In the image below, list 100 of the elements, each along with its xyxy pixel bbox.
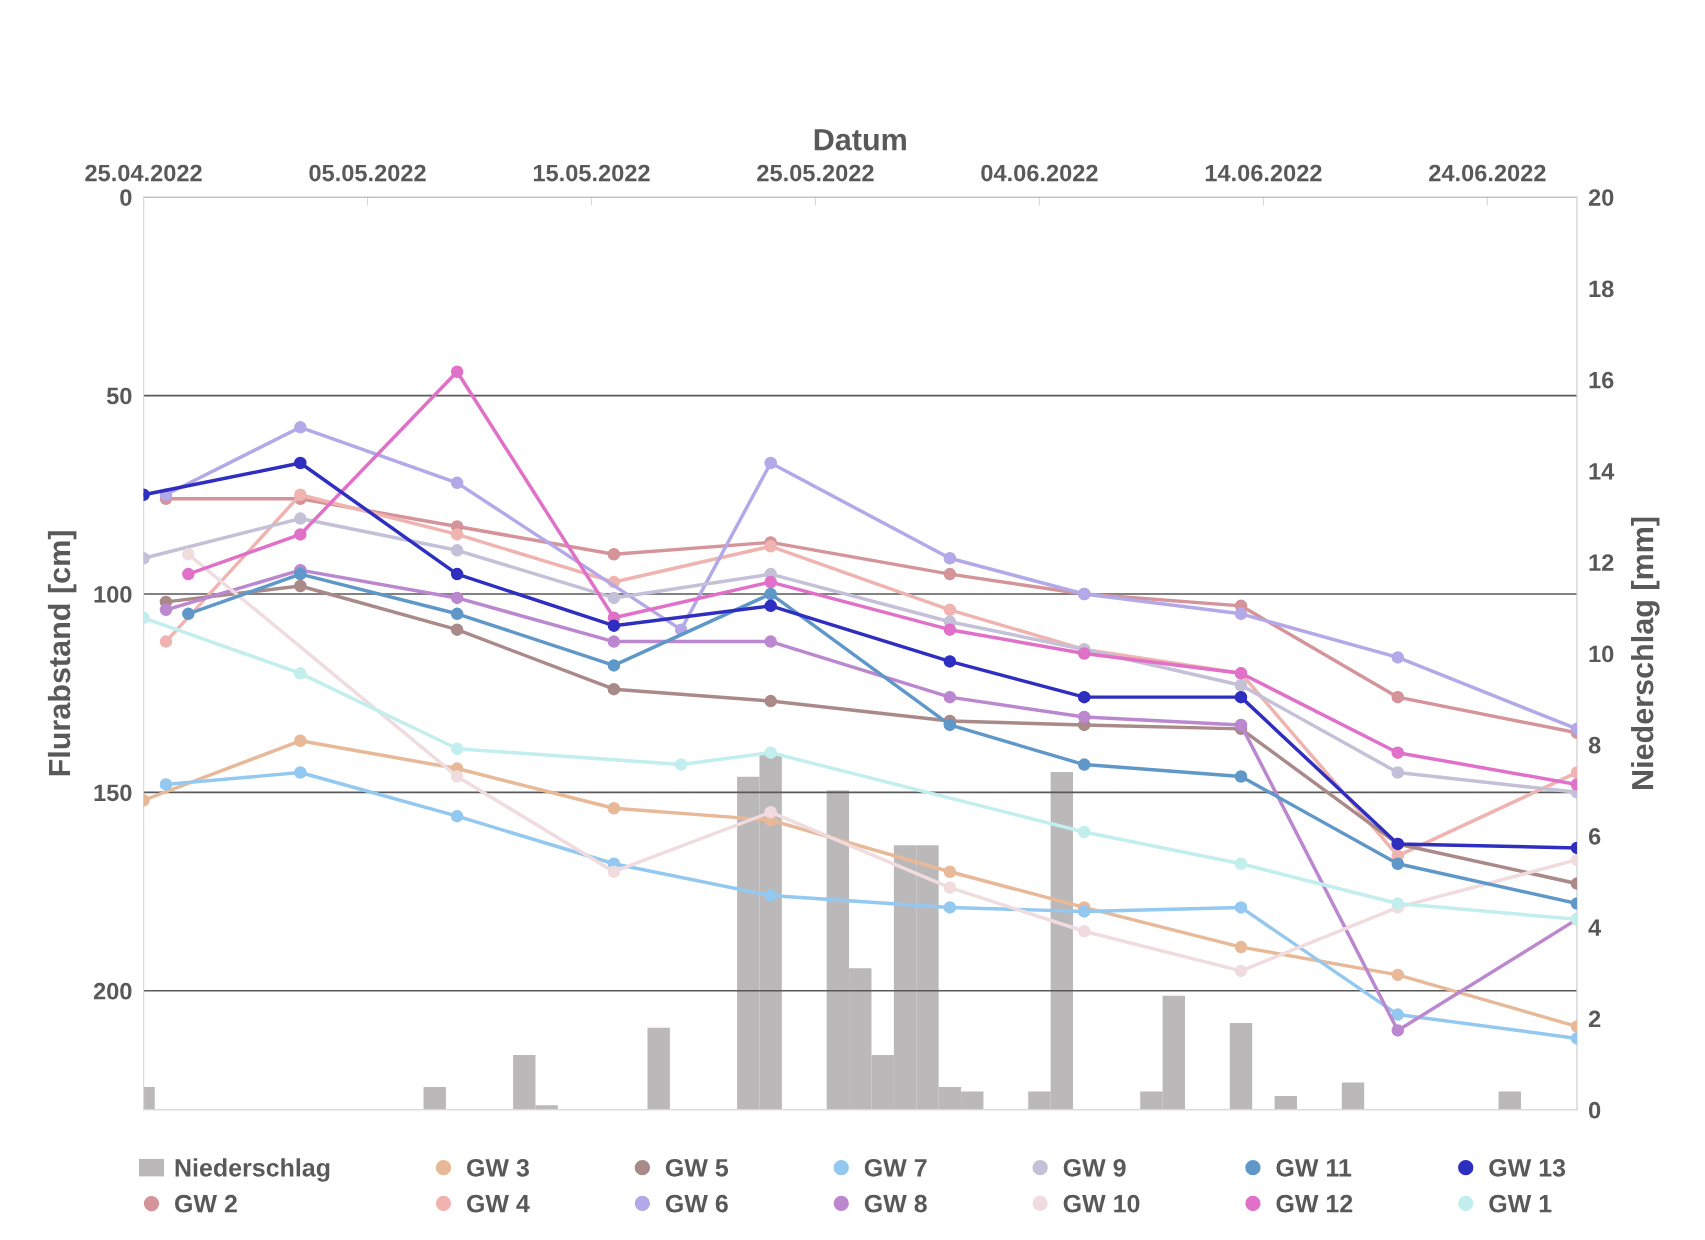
point — [294, 488, 307, 502]
point — [764, 746, 777, 759]
point — [1234, 964, 1248, 978]
point — [943, 881, 957, 894]
y-tick-label: 0 — [120, 189, 132, 206]
point — [294, 567, 307, 581]
point — [764, 587, 777, 601]
point — [943, 865, 957, 878]
y2-tick-label: 20 — [1588, 189, 1614, 206]
legend-label: Niederschlag — [175, 1158, 330, 1182]
point — [1234, 690, 1248, 704]
point — [764, 540, 777, 553]
point — [450, 770, 464, 783]
y2-tick-label: 10 — [1589, 645, 1614, 663]
legend-label: GW 11 — [1276, 1158, 1352, 1177]
point — [764, 575, 777, 589]
legend-label: GW 12 — [1276, 1194, 1353, 1213]
point — [450, 567, 464, 581]
legend-label: GW 4 — [467, 1194, 530, 1213]
point — [1077, 905, 1091, 918]
point — [294, 456, 307, 470]
y2-tick-label: 8 — [1588, 736, 1601, 754]
point — [294, 421, 307, 434]
point — [607, 659, 621, 672]
point — [764, 456, 777, 470]
point — [450, 365, 464, 379]
point — [943, 603, 957, 617]
point — [1234, 607, 1248, 621]
point — [943, 718, 957, 732]
point — [764, 889, 777, 902]
legend-label: GW 2 — [175, 1194, 237, 1213]
y-tick-label: 100 — [94, 586, 132, 603]
bar — [1498, 1091, 1521, 1110]
point — [159, 778, 173, 791]
point — [764, 599, 777, 613]
point — [159, 603, 173, 617]
point — [943, 567, 957, 581]
legend-label: GW 1 — [1489, 1194, 1552, 1213]
point — [674, 758, 688, 771]
point — [1234, 718, 1248, 732]
point — [607, 865, 621, 878]
point — [1391, 1008, 1405, 1021]
point — [1391, 651, 1405, 664]
point — [182, 548, 195, 561]
point — [764, 635, 777, 648]
legend-label: GW 9 — [1063, 1158, 1126, 1177]
point — [1234, 940, 1248, 954]
legend-label: GW 10 — [1063, 1194, 1140, 1213]
point — [450, 809, 464, 823]
x-axis-title: Datum — [814, 129, 906, 151]
bar — [1341, 1082, 1365, 1110]
legend-label: GW 6 — [665, 1194, 728, 1213]
legend-label: GW 5 — [665, 1158, 729, 1177]
legend-label: GW 13 — [1489, 1158, 1566, 1177]
point — [450, 476, 464, 490]
x-tick-label: 05.05.2022 — [309, 164, 426, 182]
point — [450, 607, 464, 621]
bar — [423, 1086, 446, 1110]
x-tick-label: 04.06.2022 — [981, 164, 1098, 182]
bar — [1229, 1023, 1253, 1110]
point — [764, 694, 777, 708]
x-tick-label: 25.04.2022 — [85, 164, 202, 182]
point — [943, 623, 957, 636]
point — [450, 623, 464, 636]
point — [1391, 897, 1405, 910]
point — [1391, 766, 1405, 779]
point — [1234, 678, 1248, 692]
y-tick-label: 150 — [94, 784, 132, 802]
y2-tick-label: 16 — [1589, 371, 1614, 389]
y-tick-label: 200 — [93, 982, 132, 1000]
point — [294, 667, 307, 680]
y2-axis-title: Niederschlag [mm] — [1630, 517, 1660, 789]
y2-tick-label: 14 — [1589, 463, 1615, 480]
point — [607, 548, 621, 561]
x-tick-label: 14.06.2022 — [1205, 164, 1322, 182]
y-axis-title: Flurabstand [cm] — [47, 531, 77, 776]
point — [294, 579, 307, 593]
point — [764, 805, 777, 819]
point — [294, 528, 307, 541]
point — [294, 766, 307, 779]
bar — [647, 1027, 670, 1110]
point — [294, 512, 307, 525]
point — [1234, 770, 1248, 783]
x-tick-label: 25.05.2022 — [757, 164, 874, 182]
legend-label: GW 7 — [864, 1158, 927, 1177]
legend-label: GW 8 — [864, 1194, 927, 1213]
y2-tick-label: 12 — [1589, 554, 1614, 571]
point — [1234, 857, 1248, 871]
point — [1077, 825, 1091, 839]
y2-tick-label: 0 — [1589, 1101, 1601, 1119]
point — [943, 655, 957, 668]
point — [1077, 758, 1091, 771]
point — [943, 690, 957, 704]
y2-tick-label: 18 — [1589, 280, 1614, 298]
point — [450, 528, 464, 541]
point — [607, 591, 621, 605]
point — [1391, 968, 1405, 982]
point — [1234, 901, 1248, 914]
point — [1391, 1024, 1405, 1037]
point — [1077, 647, 1091, 660]
